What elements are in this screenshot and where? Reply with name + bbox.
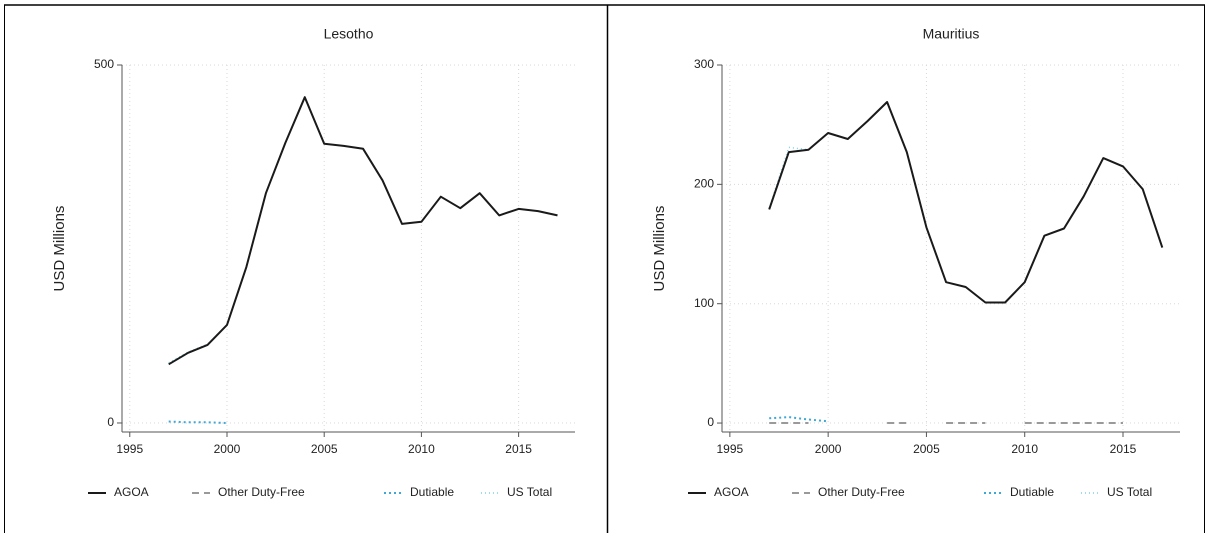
chart-title: Mauritius: [923, 26, 980, 42]
series-line: [168, 96, 558, 366]
x-tick-label: 2015: [505, 442, 532, 456]
y-axis-label: USD Millions: [51, 206, 68, 292]
legend-label: Other Duty-Free: [818, 485, 905, 499]
y-tick-label: 0: [107, 415, 114, 429]
x-tick-label: 2005: [913, 442, 940, 456]
x-tick-label: 2010: [408, 442, 435, 456]
y-axis-label: USD Millions: [651, 206, 668, 292]
x-tick-label: 2010: [1011, 442, 1038, 456]
y-tick-label: 100: [694, 296, 714, 310]
x-tick-label: 1995: [116, 442, 143, 456]
series-line: [768, 101, 1164, 304]
x-tick-label: 2005: [311, 442, 338, 456]
legend-label: AGOA: [714, 485, 749, 499]
x-tick-label: 2015: [1110, 442, 1137, 456]
y-tick-label: 200: [694, 177, 714, 191]
x-tick-label: 2000: [214, 442, 241, 456]
legend-label: US Total: [507, 485, 552, 499]
y-tick-label: 0: [707, 415, 714, 429]
legend-label: Dutiable: [410, 485, 454, 499]
x-tick-label: 2000: [815, 442, 842, 456]
y-tick-label: 300: [694, 57, 714, 71]
chart-title: Lesotho: [324, 26, 374, 42]
legend-label: US Total: [1107, 485, 1152, 499]
legend-label: AGOA: [114, 485, 149, 499]
y-tick-label: 500: [94, 57, 114, 71]
legend-label: Other Duty-Free: [218, 485, 305, 499]
x-tick-label: 1995: [717, 442, 744, 456]
legend-label: Dutiable: [1010, 485, 1054, 499]
